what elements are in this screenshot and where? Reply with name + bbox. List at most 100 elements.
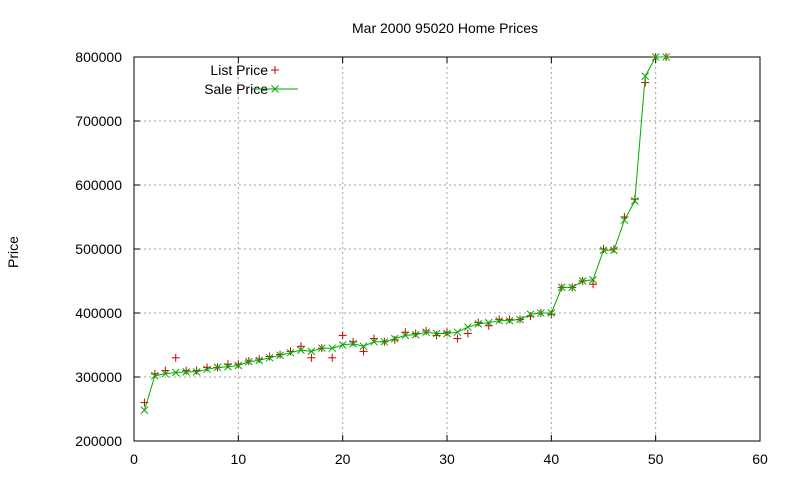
sale-price-point xyxy=(547,309,556,317)
sale-price-point xyxy=(453,328,462,337)
series-sale-price xyxy=(140,53,670,415)
sale-price-line xyxy=(143,56,667,411)
sale-price-point xyxy=(651,53,660,61)
sale-price-point xyxy=(390,334,399,343)
x-tick-label: 20 xyxy=(335,451,351,467)
sale-price-point xyxy=(349,339,357,348)
axis-ticks: 0 10 20 30 40 50 60 200000 300000 400000 500000 600… xyxy=(75,49,768,467)
list-price-point xyxy=(432,331,441,340)
sale-price-point xyxy=(620,216,629,225)
y-tick-label: 400000 xyxy=(75,305,122,321)
sale-price-point xyxy=(537,309,545,317)
sale-price-point xyxy=(610,246,618,255)
series-list-price xyxy=(140,53,671,407)
sale-price-point xyxy=(484,318,493,327)
legend-swatch-marker xyxy=(271,85,279,93)
sale-price-point xyxy=(599,246,608,255)
x-tick-label: 10 xyxy=(231,451,247,467)
sale-price-point xyxy=(286,348,295,357)
sale-price-point xyxy=(401,331,410,340)
sale-price-point xyxy=(192,368,201,376)
sale-price-point xyxy=(443,329,451,338)
sale-price-point xyxy=(255,356,264,365)
x-tick-label: 0 xyxy=(130,451,138,467)
list-price-point xyxy=(547,310,556,319)
list-price-point xyxy=(411,329,420,338)
list-price-point xyxy=(328,353,337,362)
sale-price-point xyxy=(370,337,378,346)
y-tick-label: 700000 xyxy=(75,113,122,129)
sale-price-point xyxy=(568,283,577,292)
sale-price-point xyxy=(495,316,504,325)
sale-price-point xyxy=(338,341,347,349)
sale-price-point xyxy=(297,346,305,354)
list-price-point xyxy=(505,315,514,324)
sale-price-point xyxy=(182,368,191,376)
sale-price-point xyxy=(557,283,566,292)
sale-price-point xyxy=(171,368,180,377)
sale-price-point xyxy=(464,323,472,331)
list-price-point xyxy=(171,353,180,362)
grid xyxy=(134,57,760,441)
x-tick-label: 30 xyxy=(439,451,455,467)
list-price-point xyxy=(286,347,295,356)
sale-price-point xyxy=(224,362,232,371)
list-price-point xyxy=(443,328,451,337)
list-price-point xyxy=(338,331,347,340)
list-price-point xyxy=(495,315,504,324)
sale-price-point xyxy=(662,53,670,61)
x-tick-label: 40 xyxy=(544,451,560,467)
sale-price-point xyxy=(213,363,222,372)
list-price-point xyxy=(463,329,472,338)
y-tick-label: 800000 xyxy=(75,49,122,65)
legend-swatch-marker xyxy=(271,66,279,74)
sale-price-point xyxy=(234,361,243,370)
sale-price-point xyxy=(422,328,430,337)
sale-price-point xyxy=(526,310,535,319)
sale-price-point xyxy=(505,316,514,325)
sale-price-point xyxy=(474,320,483,328)
x-tick-label: 60 xyxy=(752,451,768,467)
y-tick-label: 600000 xyxy=(75,177,122,193)
legend-label: List Price xyxy=(210,62,268,78)
list-price-point xyxy=(526,312,535,321)
list-price-point xyxy=(265,352,274,361)
list-price-point xyxy=(255,355,264,364)
list-price-point xyxy=(589,280,598,289)
sale-price-point xyxy=(203,365,211,374)
chart-title: Mar 2000 95020 Home Prices xyxy=(352,20,538,36)
sale-price-point xyxy=(317,344,326,353)
list-price-point xyxy=(192,366,201,375)
series-layer xyxy=(140,53,671,415)
sale-price-point xyxy=(244,357,253,366)
list-price-point xyxy=(359,347,368,356)
legend: List Price Sale Price xyxy=(204,62,298,97)
sale-price-point xyxy=(265,353,274,362)
sale-price-point xyxy=(307,347,316,356)
x-tick-label: 50 xyxy=(648,451,664,467)
sale-price-point xyxy=(432,329,441,338)
y-tick-label: 200000 xyxy=(75,433,122,449)
list-price-point xyxy=(307,353,316,362)
sale-price-point xyxy=(328,344,337,353)
sale-price-point xyxy=(161,369,170,378)
sale-price-point xyxy=(641,72,650,81)
sale-price-point xyxy=(630,197,639,205)
list-price-point xyxy=(599,245,608,253)
list-price-point xyxy=(474,318,483,327)
list-price-point xyxy=(182,366,191,375)
sale-price-point xyxy=(276,351,284,360)
sale-price-point xyxy=(589,275,597,284)
list-price-point xyxy=(203,363,212,372)
sale-price-point xyxy=(516,315,524,324)
y-tick-label: 300000 xyxy=(75,369,122,385)
legend-label: Sale Price xyxy=(204,81,268,97)
sale-price-point xyxy=(578,277,587,285)
sale-price-point xyxy=(151,371,159,380)
sale-price-point xyxy=(140,406,149,415)
y-tick-label: 500000 xyxy=(75,241,122,257)
list-price-point xyxy=(349,337,358,346)
sale-price-point xyxy=(411,330,420,339)
list-price-point xyxy=(453,334,462,343)
